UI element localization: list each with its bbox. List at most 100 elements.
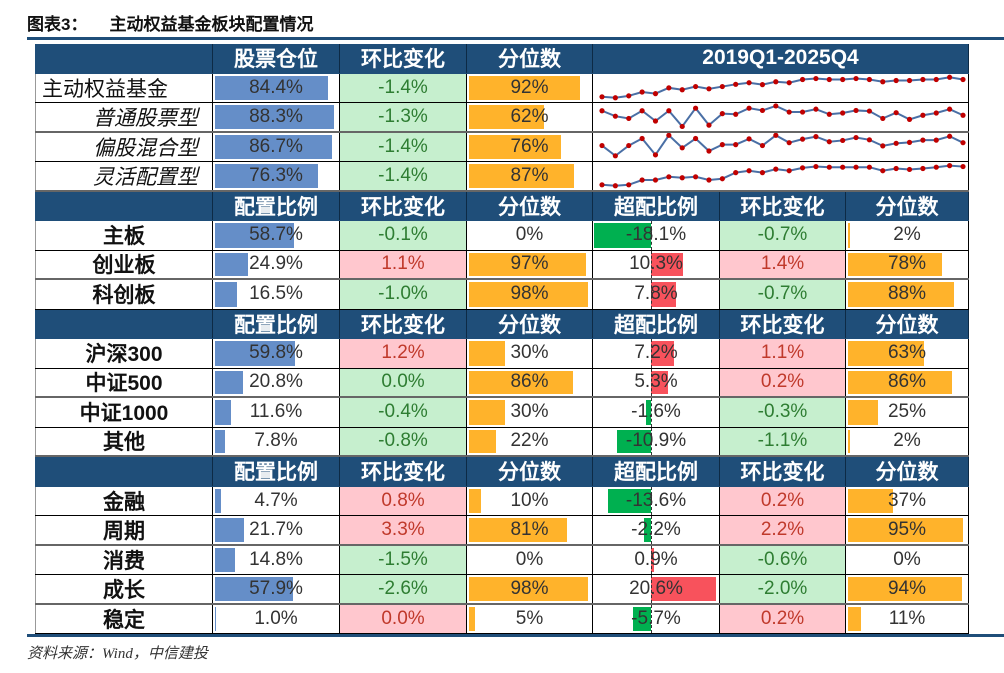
sparkline-point — [652, 118, 659, 124]
allocation-ratio-bar — [215, 370, 243, 394]
sparkline-point — [719, 141, 725, 147]
row-label-text: 普通股票型 — [93, 106, 198, 130]
column-header — [35, 457, 213, 486]
allocation-ratio-text: 11.6% — [249, 401, 303, 423]
overweight-percentile: 2% — [846, 221, 969, 250]
allocation-ratio-text: 59.8% — [249, 342, 303, 364]
sparkline — [599, 74, 966, 100]
table-row: 金融 4.7% 0.8% 10% -13.6% 0.2% 37% — [35, 486, 969, 516]
table-row: 消费 14.8% -1.5% 0% 0.9% -0.6% 0% — [35, 545, 969, 575]
percentile-bar — [469, 518, 567, 542]
percentile-bar — [469, 488, 482, 513]
row-label: 稳定 — [35, 604, 213, 633]
table-row: 主动权益基金 84.4% -1.4% 92% — [35, 73, 969, 103]
sparkline-point — [826, 164, 832, 170]
row-label: 消费 — [35, 545, 213, 574]
allocation-ratio: 4.7% — [213, 486, 340, 515]
sparkline-point — [666, 174, 672, 180]
allocation-ratio: 59.8% — [213, 339, 340, 368]
stock-position-bar — [215, 105, 334, 129]
sparkline-point — [786, 168, 792, 174]
row-label-text: 金融 — [103, 490, 145, 514]
percentile-text: 0% — [515, 224, 544, 246]
overweight-qoq-change: 0.2% — [720, 486, 846, 515]
overweight-percentile: 2% — [846, 427, 969, 455]
qoq-change-text: -1.4% — [378, 76, 428, 98]
overweight-bar — [593, 223, 651, 248]
column-header: 2019Q1-2025Q4 — [593, 44, 969, 73]
overweight-qoq-change-text: -1.1% — [757, 430, 808, 452]
allocation-ratio-bar — [215, 282, 238, 307]
column-header: 分位数 — [467, 44, 593, 73]
allocation-ratio-bar — [215, 252, 249, 276]
sparkline-point — [933, 110, 939, 116]
percentile: 10% — [467, 486, 593, 515]
sparkline-point — [853, 134, 859, 140]
sparkline-point — [799, 109, 806, 115]
column-header-text: 环比变化 — [361, 48, 445, 72]
overweight-qoq-change: 1.4% — [720, 250, 846, 278]
sparkline-point — [733, 170, 739, 176]
allocation-ratio-bar — [215, 577, 293, 601]
row-label-text: 偏股混合型 — [93, 136, 198, 160]
overweight-percentile-bar — [848, 518, 963, 542]
row-label-text: 沪深300 — [85, 343, 163, 367]
sparkline-point — [679, 86, 685, 92]
column-header: 分位数 — [467, 457, 593, 486]
row-label: 普通股票型 — [35, 103, 213, 131]
sparkline-point — [746, 168, 752, 174]
sparkline-line — [601, 104, 964, 129]
overweight-qoq-change: 0.2% — [720, 604, 846, 633]
percentile: 22% — [467, 427, 593, 455]
allocation-ratio-text: 16.5% — [249, 283, 303, 305]
sparkline-point — [947, 74, 953, 80]
zero-axis — [651, 516, 652, 544]
row-label-text: 主动权益基金 — [42, 77, 168, 101]
column-header: 超配比例 — [593, 309, 720, 338]
sparkline-point — [759, 107, 766, 114]
overweight-qoq-change: 0.2% — [720, 368, 846, 396]
sparkline — [599, 103, 966, 130]
sparkline-point — [880, 168, 886, 174]
column-header: 分位数 — [846, 309, 969, 338]
allocation-ratio-text: 14.8% — [249, 548, 303, 570]
sparkline-point — [692, 83, 699, 89]
sparkline-cell — [593, 162, 969, 190]
allocation-ratio: 24.9% — [213, 250, 340, 278]
stock-position: 76.3% — [213, 162, 340, 190]
sparkline-point — [826, 76, 832, 82]
table-row: 周期 21.7% 3.3% 81% -2.2% 2.2% 95% — [35, 516, 969, 546]
column-header-text: 环比变化 — [740, 313, 825, 337]
sparkline-point — [906, 139, 913, 145]
sparkline-point — [626, 142, 632, 148]
sparkline-point — [706, 85, 712, 91]
overweight-percentile-text: 86% — [887, 371, 927, 393]
qoq-change: 0.0% — [340, 368, 467, 396]
qoq-change: 0.8% — [340, 486, 467, 515]
column-header-text: 2019Q1-2025Q4 — [702, 46, 859, 70]
sparkline-line — [601, 133, 964, 157]
overweight-percentile-text: 11% — [888, 607, 926, 629]
overweight-bar — [633, 606, 651, 631]
sparkline-point — [933, 164, 939, 170]
sparkline — [599, 132, 966, 158]
source-note: 资料来源：Wind，中信建投 — [27, 646, 208, 662]
sparkline-point — [813, 163, 819, 170]
overweight-ratio-text: -2.2% — [631, 518, 681, 540]
percentile-bar — [469, 606, 476, 631]
stock-position: 88.3% — [213, 103, 340, 131]
table-row: 偏股混合型 86.7% -1.4% 76% — [35, 132, 969, 162]
percentile-bar — [469, 341, 506, 366]
overweight-percentile: 63% — [846, 339, 969, 368]
overweight-bar — [651, 341, 674, 366]
overweight-percentile: 11% — [846, 604, 969, 633]
table-row: 沪深300 59.8% 1.2% 30% 7.2% 1.1% 63% — [35, 339, 969, 369]
row-label: 沪深300 — [35, 339, 213, 368]
sparkline-point — [947, 133, 953, 139]
row-label-text: 稳定 — [103, 608, 145, 632]
overweight-ratio: -5.7% — [593, 604, 720, 633]
sparkline — [599, 163, 966, 189]
overweight-ratio: 7.2% — [593, 339, 720, 368]
sparkline-point — [853, 164, 859, 170]
overweight-ratio-text: 20.6% — [629, 577, 683, 599]
